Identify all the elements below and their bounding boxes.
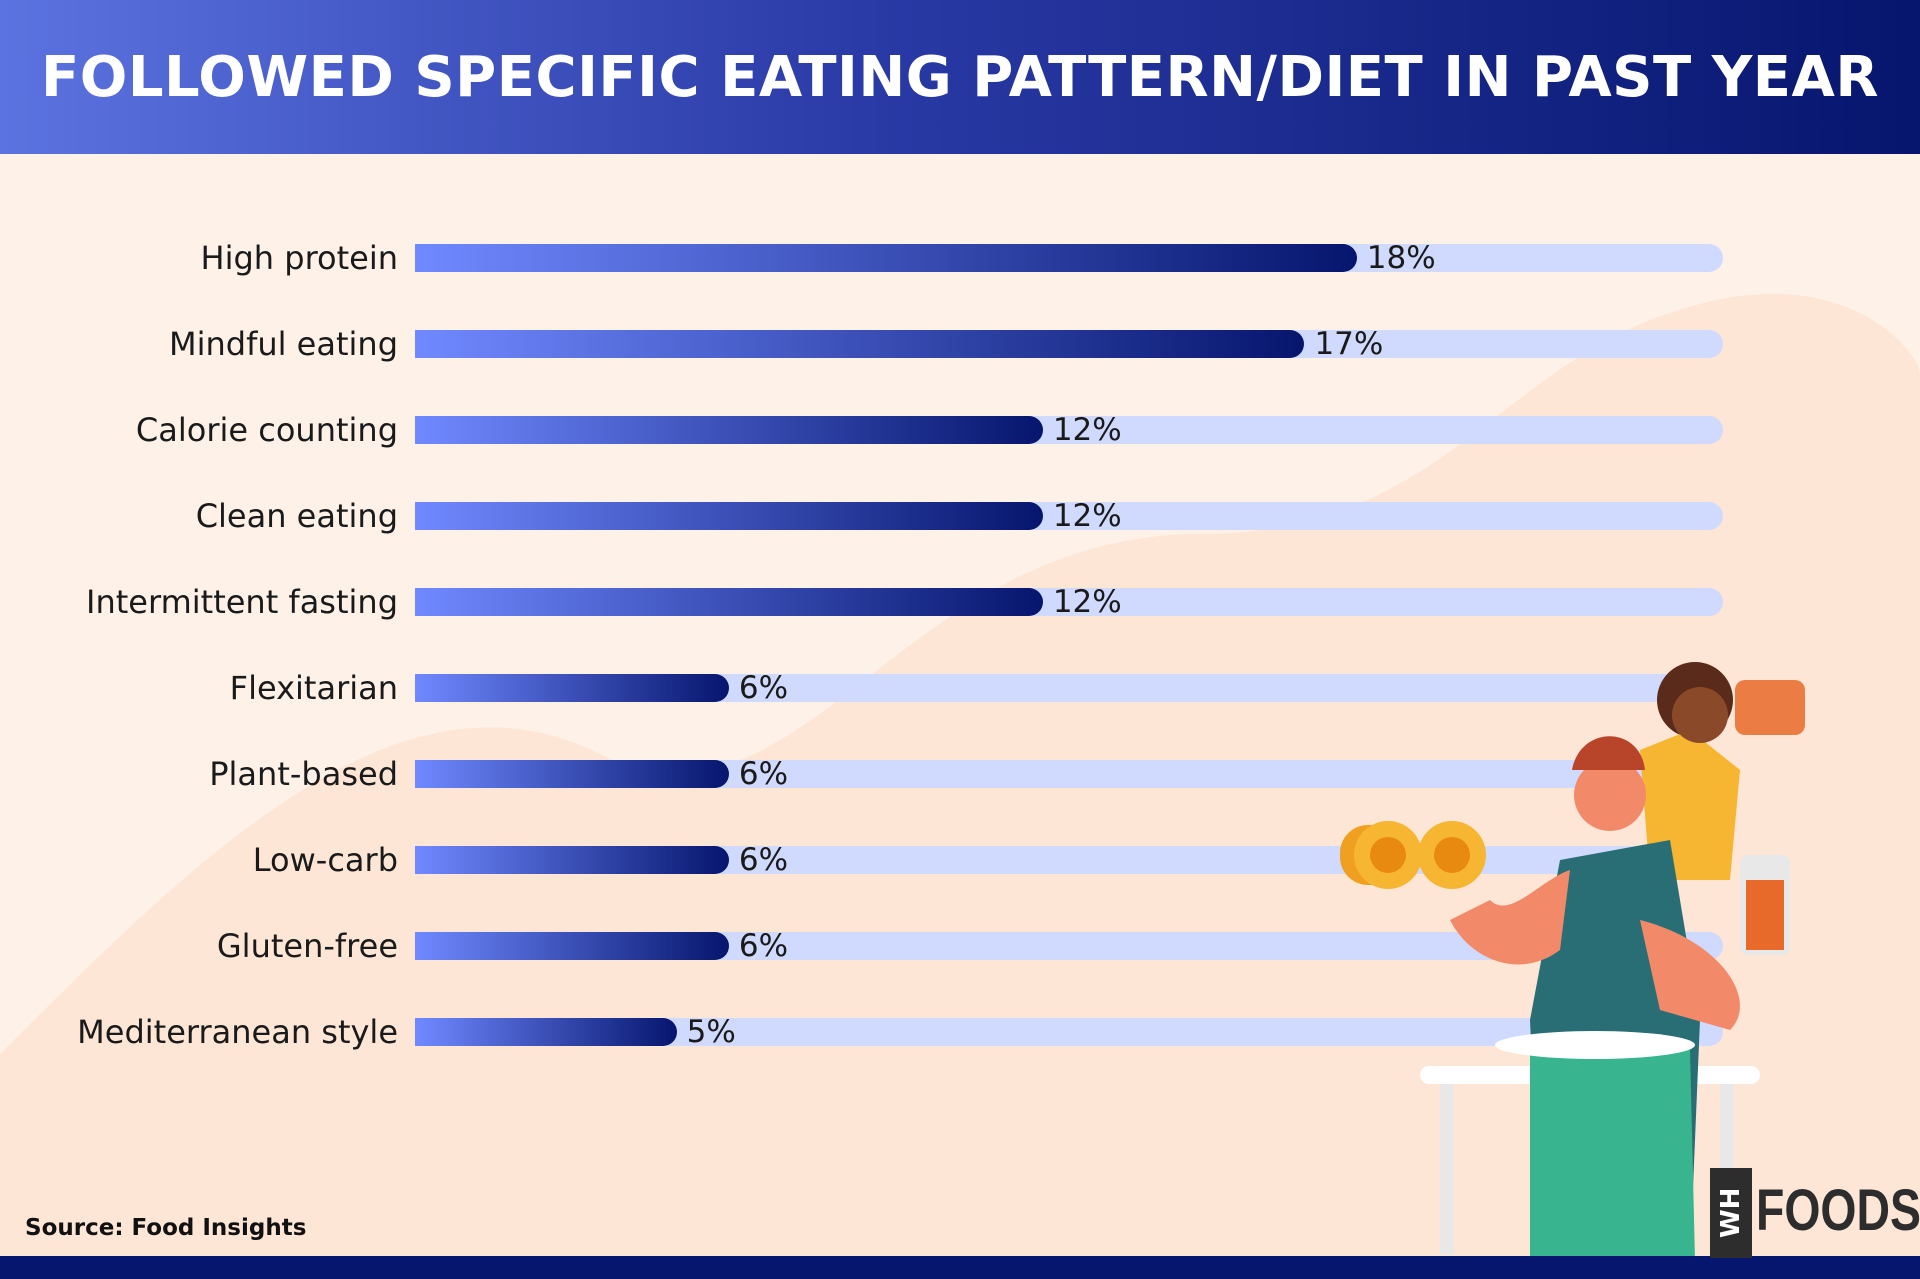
brand-logo: WH FOODS <box>1710 1168 1920 1258</box>
footer-band <box>0 1256 1920 1279</box>
bar-fill <box>415 1018 677 1046</box>
header-banner: FOLLOWED SPECIFIC EATING PATTERN/DIET IN… <box>0 0 1920 154</box>
bar-track <box>415 588 1723 616</box>
bar-row: Flexitarian 6% <box>0 668 1920 708</box>
category-label: Plant-based <box>209 755 398 793</box>
bar-track <box>415 674 1723 702</box>
value-label: 12% <box>1052 584 1122 620</box>
bar-fill <box>415 416 1043 444</box>
value-label: 12% <box>1052 498 1122 534</box>
bar-track <box>415 416 1723 444</box>
category-label: Mediterranean style <box>77 1013 398 1051</box>
bar-fill <box>415 674 729 702</box>
value-label: 6% <box>738 670 789 706</box>
logo-text: FOODS <box>1756 1178 1920 1243</box>
bar-row: Low-carb 6% <box>0 840 1920 880</box>
bar-track <box>415 846 1723 874</box>
bar-fill <box>415 760 729 788</box>
category-label: Flexitarian <box>229 669 398 707</box>
category-label: Low-carb <box>252 841 398 879</box>
value-label: 12% <box>1052 412 1122 448</box>
bar-row: Plant-based 6% <box>0 754 1920 794</box>
category-label: High protein <box>200 239 398 277</box>
category-label: Gluten-free <box>216 927 398 965</box>
value-label: 6% <box>738 842 789 878</box>
bar-fill <box>415 330 1305 358</box>
bar-fill <box>415 244 1357 272</box>
bar-row: Clean eating 12% <box>0 496 1920 536</box>
category-label: Mindful eating <box>168 325 398 363</box>
fitness-illustration <box>1340 662 1805 1260</box>
bar-track <box>415 330 1723 358</box>
bar-fill <box>415 502 1043 530</box>
bar-track <box>415 244 1723 272</box>
logo-mark: WH <box>1710 1168 1752 1258</box>
bar-row: Calorie counting 12% <box>0 410 1920 450</box>
value-label: 18% <box>1366 240 1436 276</box>
bar-row: Mindful eating 17% <box>0 324 1920 364</box>
category-label: Clean eating <box>195 497 398 535</box>
bar-row: Intermittent fasting 12% <box>0 582 1920 622</box>
source-note: Source: Food Insights <box>25 1215 307 1241</box>
category-label: Intermittent fasting <box>86 583 398 621</box>
bar-track <box>415 502 1723 530</box>
bar-row: High protein 18% <box>0 238 1920 278</box>
page-title: FOLLOWED SPECIFIC EATING PATTERN/DIET IN… <box>41 44 1879 110</box>
value-label: 5% <box>686 1014 736 1050</box>
bar-fill <box>415 846 729 874</box>
value-label: 17% <box>1314 326 1384 362</box>
bar-fill <box>415 932 729 960</box>
value-label: 6% <box>738 756 789 792</box>
bar-track <box>415 760 1723 788</box>
bar-fill <box>415 588 1043 616</box>
category-label: Calorie counting <box>135 411 398 449</box>
value-label: 6% <box>738 928 789 964</box>
